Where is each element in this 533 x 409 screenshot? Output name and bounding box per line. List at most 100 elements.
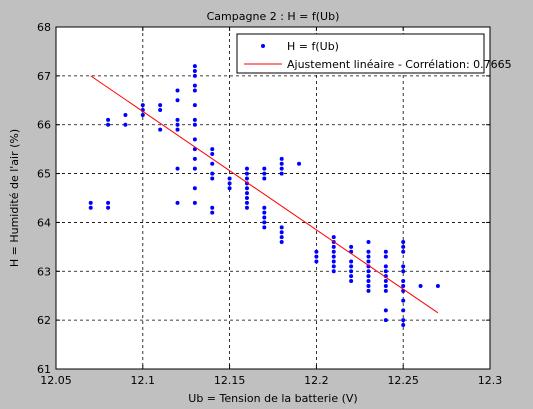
data-point	[88, 200, 93, 205]
data-point	[262, 220, 267, 225]
data-point	[279, 225, 284, 230]
data-point	[279, 156, 284, 161]
data-point	[244, 191, 249, 196]
data-point	[349, 274, 354, 279]
data-point	[192, 166, 197, 171]
data-point	[435, 283, 440, 288]
data-point	[383, 288, 388, 293]
data-point	[366, 288, 371, 293]
x-tick-label: 12.3	[478, 374, 503, 387]
data-point	[227, 176, 232, 181]
data-point	[192, 156, 197, 161]
data-point	[401, 249, 406, 254]
data-point	[192, 103, 197, 108]
data-point	[262, 166, 267, 171]
data-point	[349, 259, 354, 264]
legend-label-points: H = f(Ub)	[287, 40, 339, 53]
data-point	[366, 264, 371, 269]
data-point	[349, 269, 354, 274]
data-point	[192, 73, 197, 78]
chart-title: Campagne 2 : H = f(Ub)	[207, 10, 340, 23]
data-point	[262, 205, 267, 210]
data-point	[262, 176, 267, 181]
y-tick-label: 68	[37, 21, 51, 34]
data-point	[106, 205, 111, 210]
data-point	[210, 147, 215, 152]
data-point	[383, 308, 388, 313]
data-point	[331, 264, 336, 269]
data-point	[401, 279, 406, 284]
data-point	[331, 259, 336, 264]
data-point	[314, 259, 319, 264]
data-point	[175, 117, 180, 122]
data-point	[279, 235, 284, 240]
data-point	[158, 108, 163, 113]
data-point	[383, 264, 388, 269]
y-tick-label: 63	[37, 265, 51, 278]
data-point	[366, 249, 371, 254]
y-tick-label: 65	[37, 168, 51, 181]
y-tick-label: 62	[37, 314, 51, 327]
data-point	[279, 161, 284, 166]
legend: H = f(Ub) Ajustement linéaire - Corrélat…	[236, 33, 512, 74]
plot-area	[56, 27, 490, 369]
data-point	[244, 205, 249, 210]
data-point	[279, 166, 284, 171]
data-point	[192, 122, 197, 127]
data-point	[349, 264, 354, 269]
data-point	[192, 137, 197, 142]
legend-marker-points	[261, 44, 265, 48]
data-point	[244, 186, 249, 191]
fit-line	[90, 75, 439, 314]
data-point	[366, 239, 371, 244]
data-point	[331, 244, 336, 249]
data-point	[262, 210, 267, 215]
data-point	[331, 254, 336, 259]
data-point	[366, 254, 371, 259]
data-point	[366, 279, 371, 284]
data-point	[349, 279, 354, 284]
data-point	[401, 283, 406, 288]
data-point	[106, 200, 111, 205]
data-point	[366, 283, 371, 288]
data-point	[279, 239, 284, 244]
data-point	[401, 323, 406, 328]
data-point	[401, 298, 406, 303]
data-point	[175, 127, 180, 132]
data-point	[227, 181, 232, 186]
data-point	[140, 103, 145, 108]
plot-frame	[55, 26, 491, 370]
data-point	[123, 122, 128, 127]
data-point	[210, 171, 215, 176]
data-point	[210, 210, 215, 215]
series-layer	[88, 64, 440, 328]
data-point	[383, 269, 388, 274]
data-point	[401, 318, 406, 323]
data-point	[383, 249, 388, 254]
data-point	[158, 103, 163, 108]
data-point	[244, 176, 249, 181]
data-point	[366, 259, 371, 264]
data-point	[140, 112, 145, 117]
data-point	[366, 274, 371, 279]
y-tick-label: 67	[37, 70, 51, 83]
data-point	[401, 239, 406, 244]
data-point	[106, 122, 111, 127]
data-point	[192, 64, 197, 69]
data-point	[244, 166, 249, 171]
data-point	[175, 122, 180, 127]
data-point	[401, 269, 406, 274]
data-point	[244, 196, 249, 200]
data-point	[175, 200, 180, 205]
data-point	[297, 161, 302, 166]
x-tick-label: 12.05	[40, 374, 72, 387]
data-point	[418, 283, 423, 288]
y-axis-label: H = Humidité de l'air (%)	[8, 129, 21, 267]
grid	[56, 27, 490, 369]
y-tick-label: 64	[37, 216, 51, 229]
data-point	[210, 152, 215, 157]
data-point	[331, 235, 336, 240]
legend-box	[236, 33, 485, 74]
data-point	[331, 249, 336, 254]
x-tick-label: 12.2	[304, 374, 329, 387]
